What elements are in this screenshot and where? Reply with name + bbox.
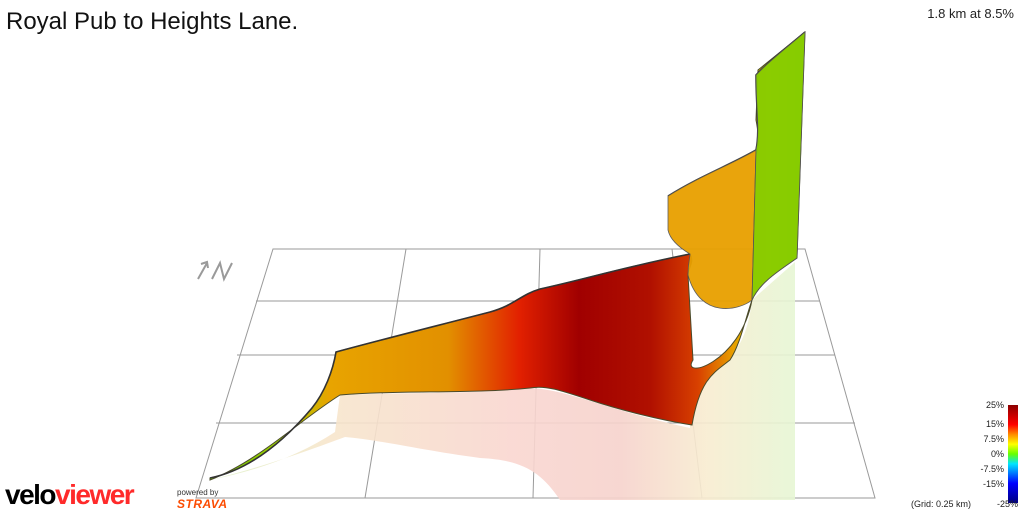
- legend-color-bar: [1008, 405, 1018, 503]
- veloviewer-logo[interactable]: veloviewer: [5, 479, 135, 510]
- profile-top-face: [751, 31, 806, 301]
- legend-label: 15%: [985, 419, 1004, 429]
- segment-stats: 1.8 km at 8.5%: [927, 6, 1014, 21]
- north-arrow-icon: [197, 260, 233, 282]
- logo-part-velo: velo: [5, 479, 57, 510]
- legend-label: 0%: [990, 449, 1004, 459]
- legend-label: -15%: [982, 479, 1004, 489]
- grid-border: [195, 248, 876, 499]
- legend-label: 7.5%: [983, 434, 1004, 444]
- legend-label: 25%: [985, 400, 1004, 410]
- powered-by-label: powered by: [177, 488, 219, 497]
- grid-scale-note: (Grid: 0.25 km): [911, 499, 972, 509]
- legend-label: -25%: [996, 499, 1018, 509]
- profile-upper-face: [667, 149, 757, 309]
- profile-shadow: [210, 262, 795, 500]
- gradient-legend: 25% 15% 7.5% 0% -7.5% -15% -25%: [956, 398, 1020, 510]
- segment-title: Royal Pub to Heights Lane.: [6, 8, 299, 35]
- logo-part-viewer: viewer: [55, 479, 135, 510]
- legend-label: -7.5%: [980, 464, 1004, 474]
- strava-logo[interactable]: STRAVA: [177, 497, 228, 511]
- profile-ridge: [209, 253, 691, 479]
